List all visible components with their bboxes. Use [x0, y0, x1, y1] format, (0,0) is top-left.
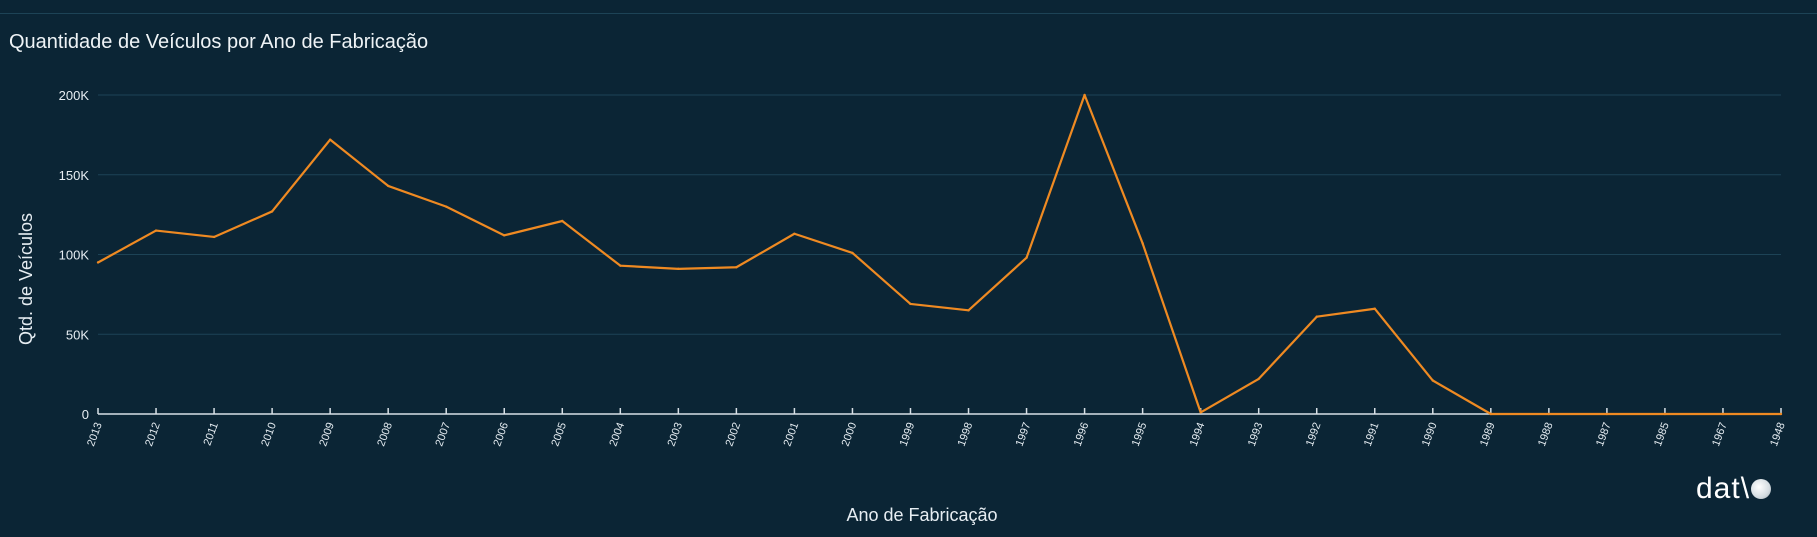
- x-tick-label: 2013: [85, 421, 105, 448]
- data-point: [1025, 256, 1028, 259]
- x-tick-label: 2007: [433, 421, 453, 448]
- y-axis-ticks: 0 50K 100K 150K 200K: [59, 88, 90, 422]
- data-point: [1199, 411, 1202, 414]
- brand-logo: dat\: [1696, 472, 1772, 506]
- data-point: [793, 232, 796, 235]
- y-tick-label: 100K: [59, 248, 90, 263]
- x-tick-label: 2005: [549, 421, 569, 448]
- data-point: [1779, 412, 1783, 416]
- brand-text: dat\: [1696, 472, 1751, 505]
- data-point: [1489, 412, 1493, 416]
- x-tick-label: 2010: [259, 421, 279, 448]
- data-point: [386, 184, 390, 188]
- x-tick-label: 1996: [1072, 421, 1092, 448]
- x-tick-label: 1990: [1420, 421, 1440, 448]
- x-tick-label: 1987: [1594, 421, 1614, 448]
- x-tick-label: 2011: [202, 421, 221, 447]
- data-point: [561, 219, 564, 223]
- data-point: [328, 138, 332, 141]
- x-tick-label: 1989: [1478, 421, 1498, 448]
- data-point: [1257, 377, 1260, 381]
- data-point: [154, 229, 158, 232]
- x-tick-label: 2006: [491, 421, 511, 448]
- data-point: [1431, 379, 1434, 382]
- data-point: [967, 309, 970, 312]
- data-point: [1083, 93, 1086, 97]
- x-tick-label: 2002: [724, 421, 744, 448]
- data-point: [735, 266, 738, 269]
- data-point: [270, 210, 274, 213]
- x-tick-label: 1948: [1768, 421, 1788, 448]
- x-tick-label: 1967: [1710, 421, 1730, 448]
- x-axis-label: Ano de Fabricação: [846, 505, 997, 525]
- x-tick-label: 1997: [1014, 421, 1034, 448]
- y-axis-label: Qtd. de Veículos: [16, 213, 36, 345]
- x-tick-label: 2001: [782, 421, 802, 448]
- y-tick-label: 200K: [59, 88, 90, 103]
- x-tick-label: 2008: [375, 421, 395, 448]
- x-tick-label: 1993: [1246, 421, 1266, 448]
- y-tick-label: 150K: [59, 168, 90, 183]
- data-point: [1141, 242, 1144, 245]
- x-tick-label: 1999: [898, 421, 918, 448]
- data-point: [1663, 412, 1667, 416]
- x-tick-label: 1991: [1362, 421, 1382, 448]
- x-tick-label: 2000: [840, 421, 860, 448]
- x-tick-label: 2004: [607, 421, 627, 448]
- data-point: [677, 267, 680, 271]
- x-tick-label: 2003: [666, 421, 686, 448]
- x-tick-label: 1994: [1188, 421, 1208, 448]
- x-tick-label: 2012: [143, 421, 163, 448]
- data-point: [1605, 412, 1609, 416]
- series-line: [97, 93, 1781, 416]
- data-point: [503, 234, 506, 237]
- y-tick-label: 0: [82, 407, 89, 422]
- chart-title: Quantidade de Veículos por Ano de Fabric…: [9, 31, 429, 53]
- grid-lines: [98, 94, 1781, 335]
- data-point: [851, 251, 854, 255]
- data-point: [909, 302, 912, 306]
- x-tick-label: 1985: [1652, 421, 1672, 448]
- x-tick-label: 1992: [1304, 421, 1324, 448]
- top-divider: [0, 13, 1817, 14]
- x-tick-label: 1988: [1536, 421, 1556, 448]
- brand-dot-icon: [1751, 479, 1772, 499]
- series-group: [96, 93, 1783, 416]
- x-tick-label: 1998: [956, 421, 976, 448]
- x-tick-label: 1995: [1130, 421, 1150, 448]
- data-point: [445, 205, 448, 208]
- data-point: [1373, 307, 1376, 310]
- y-tick-label: 50K: [66, 327, 89, 342]
- data-point: [96, 261, 100, 264]
- x-tick-label: 2009: [317, 421, 337, 448]
- data-point: [1547, 412, 1551, 416]
- data-point: [212, 235, 216, 239]
- data-point: [1315, 315, 1318, 318]
- data-point: [1721, 412, 1725, 416]
- data-point: [619, 264, 622, 267]
